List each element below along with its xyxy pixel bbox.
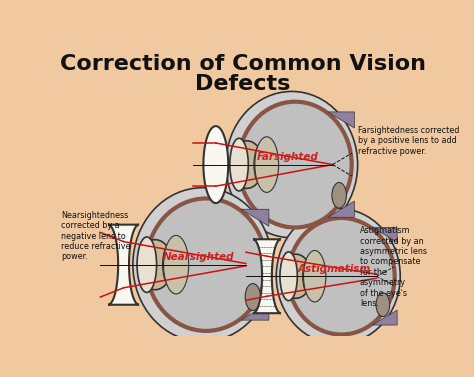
Polygon shape <box>164 235 189 294</box>
Polygon shape <box>203 126 228 203</box>
Polygon shape <box>241 303 269 320</box>
Ellipse shape <box>302 257 318 296</box>
Ellipse shape <box>133 188 273 342</box>
Ellipse shape <box>163 242 180 287</box>
Polygon shape <box>328 112 355 128</box>
Text: Nearsighted: Nearsighted <box>163 252 235 262</box>
Text: Nearsightedness
corrected by a
negative lens to
reduce refractive
power.: Nearsightedness corrected by a negative … <box>61 211 130 261</box>
Polygon shape <box>303 250 326 302</box>
Text: Astigmatism
corrected by an
asymmetric lens
to compensate
for the
asymmetry
of t: Astigmatism corrected by an asymmetric l… <box>360 226 427 308</box>
Ellipse shape <box>239 103 351 227</box>
Ellipse shape <box>376 293 390 317</box>
Ellipse shape <box>281 254 311 298</box>
Ellipse shape <box>332 182 346 208</box>
Ellipse shape <box>147 199 265 330</box>
Polygon shape <box>108 225 139 305</box>
Text: Defects: Defects <box>195 75 291 95</box>
Ellipse shape <box>138 240 173 290</box>
Ellipse shape <box>276 208 400 344</box>
Ellipse shape <box>230 141 264 188</box>
Polygon shape <box>373 310 397 325</box>
Polygon shape <box>255 137 279 192</box>
Ellipse shape <box>226 92 357 238</box>
Ellipse shape <box>254 143 270 186</box>
Text: Farsighted: Farsighted <box>257 152 319 162</box>
Text: Farsightedness corrected
by a positive lens to add
refractive power.: Farsightedness corrected by a positive l… <box>357 126 459 156</box>
Ellipse shape <box>245 284 261 311</box>
Ellipse shape <box>280 252 297 300</box>
Ellipse shape <box>230 138 248 191</box>
Polygon shape <box>253 239 281 313</box>
Polygon shape <box>328 201 355 217</box>
Ellipse shape <box>289 219 394 334</box>
Text: Astigmatism: Astigmatism <box>298 264 371 274</box>
Polygon shape <box>373 227 397 242</box>
Polygon shape <box>241 209 269 226</box>
Ellipse shape <box>137 237 156 293</box>
Text: Correction of Common Vision: Correction of Common Vision <box>60 55 426 75</box>
